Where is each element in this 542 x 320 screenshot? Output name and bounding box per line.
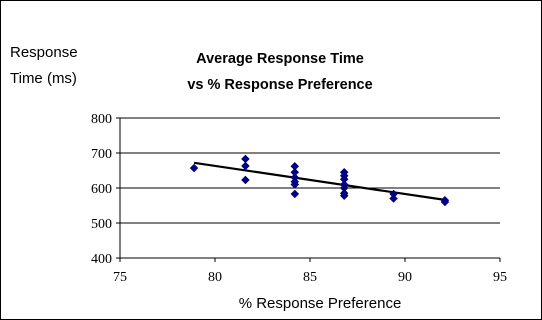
x-axis-label: % Response Preference	[238, 295, 402, 312]
data-point	[440, 197, 450, 207]
x-tick-label: 95	[493, 270, 507, 285]
chart-title-line-1: Average Response Time	[196, 51, 364, 67]
y-axis-label: Response Time (ms)	[10, 40, 120, 92]
trendline	[193, 161, 446, 201]
data-point	[290, 180, 300, 189]
chart-title: Average Response Time vs % Response Pref…	[150, 46, 410, 98]
data-point	[189, 163, 199, 173]
x-tick-label: 75	[113, 270, 127, 285]
chart-title-line-2: vs % Response Preference	[187, 77, 373, 93]
y-axis-label-line-1: Response	[10, 44, 78, 61]
data-point	[241, 161, 250, 171]
x-tick-label: 85	[303, 270, 317, 285]
x-tick-label: 80	[208, 270, 222, 285]
y-tick-label: 500	[91, 217, 112, 232]
y-tick-label: 600	[91, 182, 112, 197]
x-tick-label: 90	[398, 270, 412, 285]
y-axis-label-line-2: Time (ms)	[10, 70, 77, 87]
y-tick-label: 800	[91, 112, 112, 127]
data-point	[290, 189, 300, 199]
data-point	[339, 191, 349, 201]
y-tick-label: 400	[91, 252, 112, 267]
data-point	[389, 194, 398, 203]
y-tick-label: 700	[91, 147, 112, 162]
data-point	[241, 175, 250, 185]
